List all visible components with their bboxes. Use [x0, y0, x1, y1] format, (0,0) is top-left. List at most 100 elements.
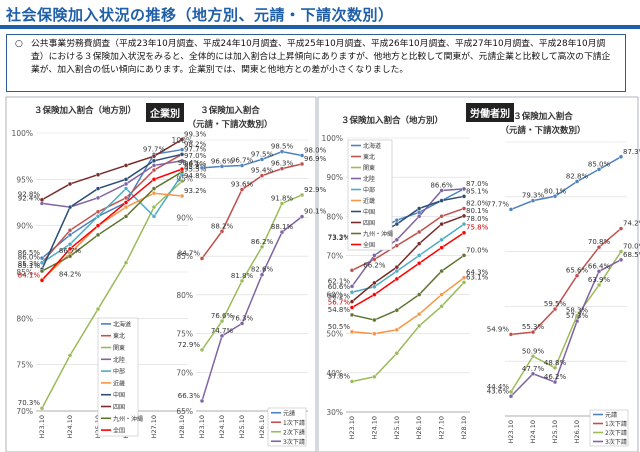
chart4-data-point	[618, 226, 624, 231]
chart4-data-point	[596, 167, 602, 172]
chart2-data-label: 90.1%	[304, 208, 327, 216]
chart3-legend-label: 関東	[363, 164, 375, 172]
chart3-ytick-label: 100%	[322, 134, 343, 143]
chart2-subtitle: （元請・下請次数別）	[187, 119, 272, 130]
chart4-legend-label: 1次下請	[605, 420, 627, 428]
chart1-legend-label: 四国	[113, 404, 125, 411]
chart2-data-label: 88.1%	[271, 223, 294, 231]
chart2-data-label: 66.3%	[178, 392, 201, 400]
chart3-legend-label: 中国	[363, 208, 375, 216]
chart3-data-point	[394, 237, 399, 242]
page-title: 社会保険加入状況の推移（地方別、元請・下請次数別）	[6, 6, 394, 24]
chart2-series-line	[201, 194, 303, 351]
chart4-data-label: 57.3%	[566, 312, 589, 320]
chart3-data-point	[394, 308, 399, 313]
chart2-data-label: 93.6%	[231, 181, 254, 189]
chart2-data-label: 84.7%	[178, 249, 201, 257]
chart4-data-point	[618, 249, 624, 254]
left-frame	[5, 96, 317, 452]
chart3-series-line	[351, 223, 465, 293]
chart2-data-point	[279, 149, 285, 154]
chart4-data-label: 74.2%	[623, 220, 640, 228]
chart3-ytick-label: 50%	[326, 330, 343, 339]
chart2-data-label: 88.2%	[211, 222, 234, 230]
chart1-data-point	[95, 186, 101, 191]
chart4-series-line	[510, 228, 622, 336]
chart1-data-label: 85.3%	[18, 260, 41, 268]
chart4-data-label: 79.3%	[522, 192, 545, 200]
chart1-ytick-label: 70%	[16, 407, 33, 416]
chart4-data-point	[596, 245, 602, 250]
chart2-data-label: 91.8%	[271, 194, 294, 202]
chart1-data-label: 92.4%	[18, 194, 41, 202]
chart1-data-point	[123, 195, 129, 201]
chart3-data-label: 66.2%	[363, 261, 386, 269]
chart3-data-label: 73.2%	[328, 234, 351, 242]
chart4-data-label: 66.4%	[588, 262, 611, 270]
chart1-data-label: 86.7%	[59, 247, 82, 255]
chart1-data-point	[39, 268, 45, 274]
chart1-data-label: 70.3%	[18, 399, 41, 407]
chart4-legend-label: 元請	[605, 411, 617, 419]
chart2-xtick-label: H23.10	[198, 415, 206, 439]
chart2-data-point	[239, 321, 245, 326]
chart2-data-label: 97.5%	[251, 150, 274, 158]
chart4-data-label: 47.7%	[522, 365, 545, 373]
chart1-data-label: 95.8%	[184, 163, 207, 171]
chart4-legend-label: 2次下請	[605, 429, 627, 437]
chart4-data-point	[508, 394, 514, 399]
chart3-data-point	[372, 253, 377, 258]
chart3-data-point	[349, 379, 355, 384]
chart3-data-label: 82.0%	[466, 199, 489, 207]
chart3-data-label: 50.5%	[328, 323, 351, 331]
chart3-data-point	[349, 290, 355, 295]
chart1-data-point	[67, 241, 73, 247]
chart2-data-label: 96.7%	[231, 157, 254, 165]
right-frame	[317, 96, 639, 452]
chart1-data-label: 93.2%	[184, 187, 207, 195]
chart3-legend-label: 中部	[363, 186, 375, 194]
chart4-legend-box	[589, 409, 629, 447]
chart1-data-point	[67, 181, 73, 187]
chart1-ytick-label: 80%	[16, 314, 33, 323]
chart2-data-point	[239, 187, 245, 192]
chart3-data-point	[461, 194, 467, 199]
chart2-data-label: 96.9%	[304, 155, 327, 163]
chart1-data-point	[151, 163, 157, 168]
chart4-data-label: 85.0%	[588, 160, 611, 168]
chart1-data-point	[123, 177, 129, 182]
chart1-legend-label: 近畿	[113, 379, 125, 387]
chart3-ytick-label: 80%	[326, 212, 343, 221]
chart3-data-point	[461, 275, 467, 280]
chart3-data-point	[349, 312, 355, 318]
chart4-data-label: 70.8%	[588, 238, 611, 246]
chart4-data-label: 58.3%	[566, 307, 589, 315]
chart3-data-point	[349, 305, 355, 310]
chart3-legend-label: 九州・沖縄	[363, 230, 393, 238]
chart2-data-label: 98.5%	[271, 143, 294, 151]
chart4-data-point	[552, 379, 558, 385]
chart1-data-point	[95, 214, 101, 219]
chart1-data-label: 85.1%	[18, 262, 41, 270]
chart2-data-point	[259, 173, 265, 178]
chart2-data-point	[219, 333, 225, 339]
chart1-legend-label: 北陸	[113, 356, 125, 364]
chart3-data-label: 73.3%	[328, 234, 351, 242]
chart4-data-point	[530, 354, 536, 359]
chart3-xtick-label: H26.10	[415, 416, 423, 440]
chart2-data-label: 76.6%	[211, 312, 234, 320]
chart1-data-label: 97.7%	[143, 145, 166, 153]
chart3-data-point	[417, 292, 422, 297]
chart1-series-line	[41, 153, 183, 270]
chart3-xtick-label: H24.10	[370, 416, 378, 440]
chart3-data-point	[394, 351, 399, 356]
chart4-data-point	[508, 207, 514, 212]
chart1-legend-label: 関東	[113, 344, 125, 352]
chart1-data-point	[39, 255, 45, 261]
chart2-title: ３保険加入割合	[200, 105, 260, 116]
chart1-data-label: 99.3%	[184, 130, 207, 138]
chart2-data-point	[259, 157, 265, 162]
chart3-data-point	[461, 213, 467, 219]
title-underline	[0, 25, 640, 29]
summary-text: 公共事業労務費調査（平成23年10月調査、平成24年10月調査、平成25年10月…	[31, 39, 611, 75]
